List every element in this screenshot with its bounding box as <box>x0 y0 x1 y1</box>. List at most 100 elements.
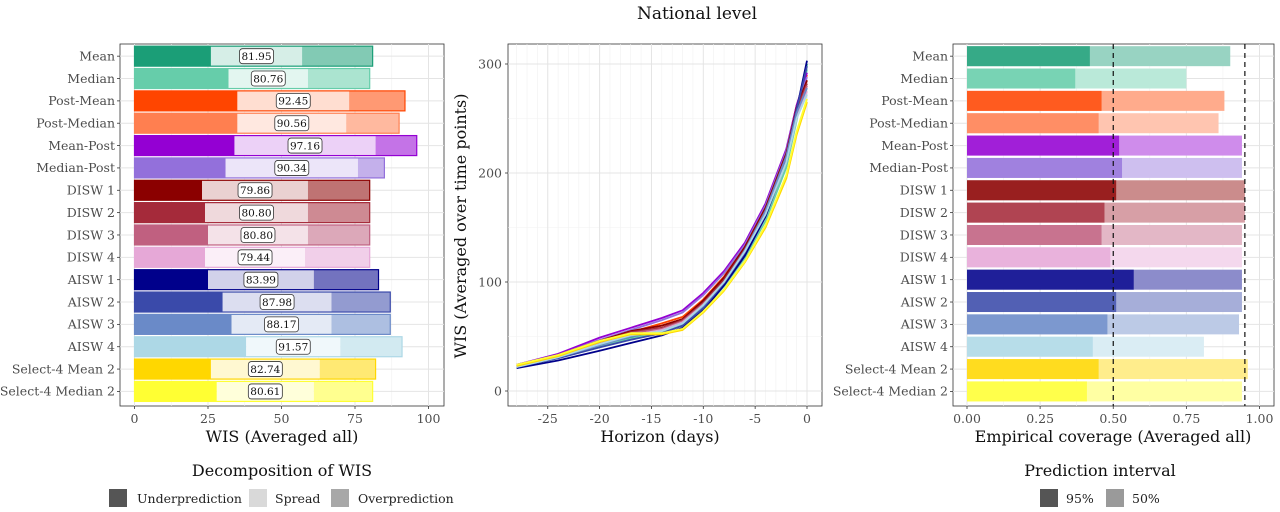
legend-label-spread: Spread <box>275 491 320 506</box>
wis-bar-outline <box>133 291 391 313</box>
coverage-bar-50 <box>967 202 1105 223</box>
line-series-select-4-median-2 <box>516 98 808 366</box>
wis-total-label: 87.98 <box>262 297 292 309</box>
wis-bar-overprediction <box>331 292 391 313</box>
coverage-legend: Prediction interval 95% 50% <box>1024 461 1176 507</box>
wis-x-tick-label: 50 <box>274 411 290 426</box>
wis-category-label: AISW 1 <box>67 272 115 287</box>
coverage-category-label: Post-Mean <box>881 93 948 108</box>
wis-x-ticks: 0 25 50 75 100 <box>131 406 440 426</box>
wis-category-label: DISW 4 <box>67 250 115 265</box>
wis-bar-outline <box>133 224 371 246</box>
wis-horizon-chart: -25 -20 -15 -10 -5 0 0 100 200 300 Horizon (days)… <box>451 43 823 446</box>
wis-bar-underprediction <box>134 247 206 268</box>
coverage-bar-50 <box>967 224 1102 245</box>
wis-bar-outline <box>133 358 377 380</box>
coverage-bar-50 <box>967 46 1090 67</box>
wis-total-label: 97.16 <box>290 140 320 152</box>
wis-label-box <box>247 383 283 400</box>
wis-bar-outline <box>133 67 371 90</box>
wis-bar-outline <box>133 112 400 134</box>
wis-total-label: 91.57 <box>278 342 308 354</box>
wis-total-label: 80.61 <box>250 386 280 398</box>
line-panel-frame <box>507 43 823 407</box>
wis-label-box <box>250 70 286 87</box>
line-x-axis-label: Horizon (days) <box>600 427 719 446</box>
wis-bar-underprediction <box>134 46 211 67</box>
wis-label-box <box>264 316 299 333</box>
wis-bar-overprediction <box>307 68 370 89</box>
coverage-category-label: Select-4 Median 2 <box>833 384 948 399</box>
wis-category-label: DISW 1 <box>67 183 115 198</box>
wis-bar-underprediction <box>134 224 208 245</box>
coverage-x-tick-label: 0.00 <box>953 411 981 426</box>
wis-legend: Decomposition of WIS Underprediction Spr… <box>109 461 454 507</box>
legend-label-95: 95% <box>1066 491 1094 506</box>
wis-x-axis-label: WIS (Averaged all) <box>206 427 359 446</box>
wis-decomposition-chart: 81.95 80.76 92.45 90.56 97.16 90.34 79.86 80.80… <box>0 43 445 446</box>
wis-category-label: Select-4 Mean 2 <box>12 361 115 376</box>
wis-category-label: AISW 2 <box>67 294 115 309</box>
coverage-bar-50 <box>967 381 1087 402</box>
wis-x-tick-label: 25 <box>200 411 216 426</box>
wis-total-label: 90.56 <box>277 118 307 130</box>
wis-total-label: 82.74 <box>250 364 280 376</box>
legend-swatch-spread <box>249 489 267 507</box>
wis-total-label: 79.44 <box>240 252 270 264</box>
coverage-category-label: AISW 1 <box>900 272 948 287</box>
wis-bar-overprediction <box>302 46 373 67</box>
coverage-legend-title: Prediction interval <box>1024 461 1175 480</box>
line-x-tick-label: 0 <box>803 411 811 426</box>
coverage-x-axis-label: Empirical coverage (Averaged all) <box>975 427 1252 446</box>
line-ticks: -25 -20 -15 -10 -5 0 0 100 200 300 <box>478 56 811 426</box>
wis-category-label: Select-4 Median 2 <box>0 384 115 399</box>
wis-bar-outline <box>133 45 374 67</box>
coverage-bars <box>967 46 1248 402</box>
wis-category-label: Post-Median <box>36 116 115 131</box>
wis-bar-outline <box>133 90 406 112</box>
wis-total-label: 88.17 <box>266 319 296 331</box>
wis-bar-outline <box>133 134 418 157</box>
wis-category-label: Mean <box>79 48 115 63</box>
coverage-category-label: AISW 3 <box>900 317 948 332</box>
wis-x-tick-label: 75 <box>347 411 363 426</box>
wis-total-label: 80.76 <box>253 73 283 85</box>
line-x-tick-label: -5 <box>749 411 761 426</box>
wis-label-box <box>240 227 276 243</box>
coverage-category-label: DISW 3 <box>900 227 948 242</box>
wis-label-box <box>243 271 279 288</box>
coverage-category-label: AISW 4 <box>900 339 948 354</box>
wis-bar-underprediction <box>134 157 226 178</box>
wis-category-label: Post-Mean <box>48 93 115 108</box>
wis-bar-underprediction <box>134 113 238 134</box>
wis-bar-outline <box>133 336 403 358</box>
coverage-bar-50 <box>967 314 1108 335</box>
wis-category-label: Median <box>67 71 115 86</box>
coverage-bar-50 <box>967 180 1117 201</box>
wis-bar-underprediction <box>134 180 203 201</box>
wis-bar-underprediction <box>134 269 208 290</box>
coverage-bar-50 <box>967 336 1093 357</box>
wis-bar-overprediction <box>349 90 405 111</box>
wis-label-box <box>239 48 274 65</box>
coverage-bar-50 <box>967 113 1099 134</box>
wis-label-box <box>259 294 295 310</box>
wis-bar-overprediction <box>307 180 370 201</box>
coverage-category-label: Mean <box>912 48 948 63</box>
wis-bar-outline <box>133 202 371 224</box>
wis-bar-underprediction <box>134 359 211 380</box>
coverage-bar-50 <box>967 135 1120 156</box>
wis-bar-underprediction <box>134 135 235 156</box>
wis-bar-outline <box>133 380 374 403</box>
wis-category-label: Median-Post <box>36 160 115 175</box>
wis-total-label: 80.80 <box>243 230 273 242</box>
coverage-bar-50 <box>967 269 1134 290</box>
line-x-tick-label: -15 <box>641 411 661 426</box>
wis-bar-overprediction <box>305 247 370 268</box>
wis-bar-overprediction <box>307 202 370 223</box>
coverage-bar-50 <box>967 359 1099 380</box>
wis-label-box <box>247 361 283 377</box>
wis-total-label: 80.80 <box>241 207 271 219</box>
figure-title: National level <box>637 4 757 24</box>
